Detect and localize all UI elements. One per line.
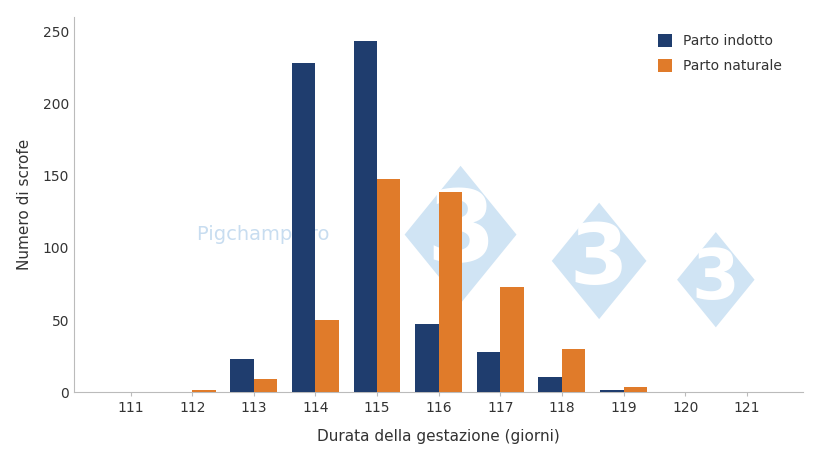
X-axis label: Durata della gestazione (giorni): Durata della gestazione (giorni) <box>317 429 559 444</box>
Bar <box>377 178 400 392</box>
Text: Pigchamp Pro: Pigchamp Pro <box>197 225 329 244</box>
Bar <box>254 379 277 392</box>
Bar <box>438 191 462 392</box>
Bar <box>500 287 523 392</box>
Y-axis label: Numero di scrofe: Numero di scrofe <box>16 139 32 270</box>
Bar <box>192 390 215 392</box>
Bar <box>561 349 585 392</box>
Bar <box>353 41 377 392</box>
Bar <box>538 377 561 392</box>
Bar <box>292 63 315 392</box>
Bar <box>414 325 438 392</box>
Polygon shape <box>551 203 645 319</box>
Polygon shape <box>404 166 516 303</box>
Bar <box>622 387 646 392</box>
Text: 3: 3 <box>426 186 495 283</box>
Text: 3: 3 <box>691 246 739 313</box>
Bar <box>230 359 254 392</box>
Bar <box>315 320 338 392</box>
Polygon shape <box>676 232 753 327</box>
Bar <box>600 390 622 392</box>
Bar <box>477 352 500 392</box>
Text: 3: 3 <box>569 220 627 301</box>
Legend: Parto indotto, Parto naturale: Parto indotto, Parto naturale <box>650 27 788 80</box>
